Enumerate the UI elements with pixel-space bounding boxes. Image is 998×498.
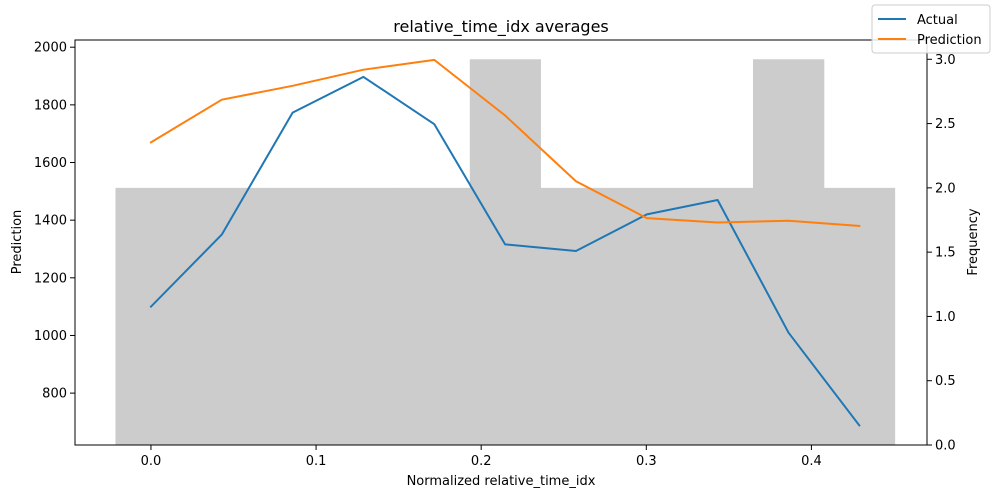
x-tick-label: 0.1 [306, 454, 327, 469]
y2-tick-label: 2.5 [935, 117, 956, 132]
histogram-bar [115, 187, 187, 445]
series-lines [149, 58, 861, 427]
legend: Actual Prediction [871, 4, 991, 54]
x-tick-label: 0.0 [141, 454, 162, 469]
y-tick-label: 1200 [34, 271, 67, 286]
histogram-bar [611, 187, 683, 445]
y-tick-label: 1000 [34, 329, 67, 344]
histogram-bar [398, 187, 471, 445]
y-tick-label: 2000 [34, 41, 67, 56]
y-tick-label: 800 [42, 387, 67, 402]
y2-tick-label: 1.0 [935, 310, 956, 325]
histogram-bar [186, 187, 258, 445]
histogram-bar [682, 187, 754, 445]
y-tick-label: 1800 [34, 98, 67, 113]
y2-axis-label: Frequency [966, 208, 981, 275]
y-axis-left: 800 1000 1200 1400 1600 1800 2000 [34, 41, 75, 402]
x-axis: 0.0 0.1 0.2 0.3 0.4 [141, 445, 822, 469]
histogram-bar [257, 187, 329, 445]
histogram-bar [752, 59, 825, 446]
histogram-bar [540, 187, 612, 445]
series-line-prediction [149, 58, 861, 228]
y2-tick-label: 3.0 [935, 53, 956, 68]
y2-tick-label: 0.5 [935, 374, 956, 389]
y-axis-right: 0.0 0.5 1.0 1.5 2.0 2.5 3.0 [927, 53, 956, 454]
legend-box [871, 4, 991, 54]
y-axis-label: Prediction [10, 210, 25, 275]
legend-label-actual: Actual [917, 13, 958, 28]
x-tick-label: 0.4 [801, 454, 822, 469]
x-tick-label: 0.3 [636, 454, 657, 469]
legend-label-prediction: Prediction [917, 33, 982, 48]
histogram-bar [469, 59, 541, 446]
y2-tick-label: 2.0 [935, 181, 956, 196]
y2-tick-label: 0.0 [935, 439, 956, 454]
y2-tick-label: 1.5 [935, 246, 956, 261]
y-tick-label: 1400 [34, 214, 67, 229]
x-axis-label: Normalized relative_time_idx [407, 474, 596, 489]
x-tick-label: 0.2 [471, 454, 492, 469]
y-tick-label: 1600 [34, 156, 67, 171]
plot-frame [74, 39, 928, 446]
histogram-bar [823, 187, 896, 445]
histogram-bars [115, 59, 896, 446]
series-line-actual [149, 75, 861, 427]
histogram-bar [328, 187, 400, 445]
chart-title: relative_time_idx averages [393, 17, 609, 37]
